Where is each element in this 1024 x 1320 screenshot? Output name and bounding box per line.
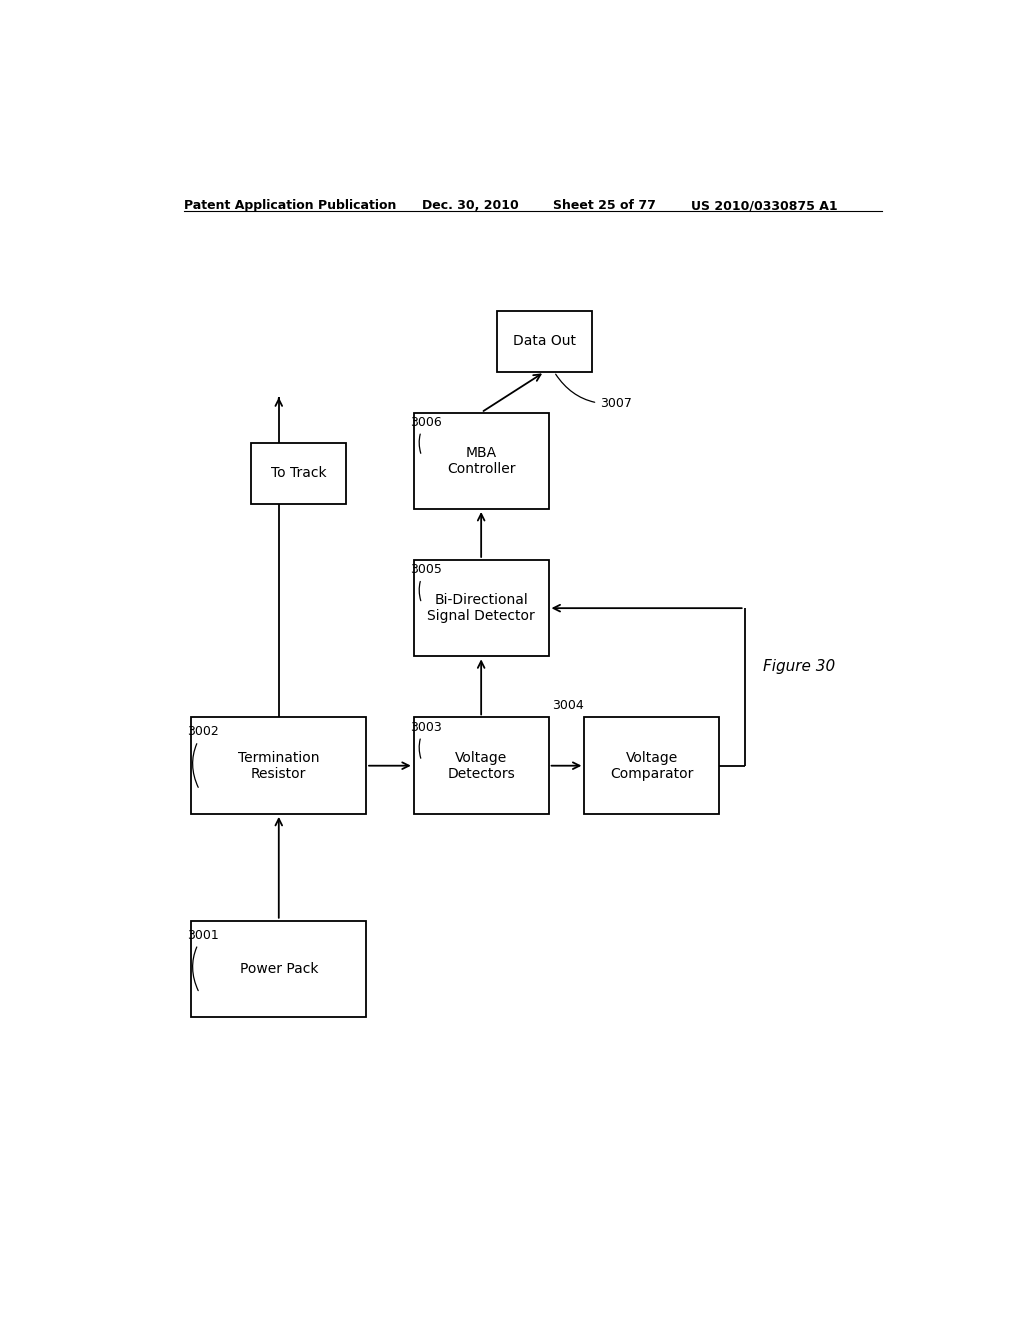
Bar (191, 921, 367, 1018)
Bar (251, 444, 346, 504)
Text: MBA
Controller: MBA Controller (446, 446, 515, 477)
Text: 3007: 3007 (556, 374, 632, 411)
Bar (414, 718, 549, 814)
Text: US 2010/0330875 A1: US 2010/0330875 A1 (691, 199, 838, 213)
Text: 3003: 3003 (410, 721, 441, 758)
Text: Data Out: Data Out (513, 334, 577, 348)
Text: Termination
Resistor: Termination Resistor (238, 751, 319, 781)
Text: 3001: 3001 (187, 929, 219, 990)
Text: Voltage
Detectors: Voltage Detectors (447, 751, 515, 781)
Text: 3005: 3005 (410, 564, 441, 601)
Text: Patent Application Publication: Patent Application Publication (183, 199, 396, 213)
Text: To Track: To Track (270, 466, 327, 480)
Text: 3002: 3002 (187, 726, 219, 787)
Bar (414, 412, 549, 510)
Text: Bi-Directional
Signal Detector: Bi-Directional Signal Detector (427, 593, 535, 623)
Text: 3006: 3006 (410, 416, 441, 453)
Bar (585, 718, 719, 814)
Bar (497, 312, 592, 372)
Text: 3004: 3004 (553, 700, 585, 713)
Text: Power Pack: Power Pack (240, 962, 318, 975)
Text: Sheet 25 of 77: Sheet 25 of 77 (553, 199, 655, 213)
Bar (414, 560, 549, 656)
Text: Figure 30: Figure 30 (763, 659, 836, 675)
Text: Dec. 30, 2010: Dec. 30, 2010 (422, 199, 518, 213)
Bar (191, 718, 367, 814)
Text: Voltage
Comparator: Voltage Comparator (610, 751, 693, 781)
